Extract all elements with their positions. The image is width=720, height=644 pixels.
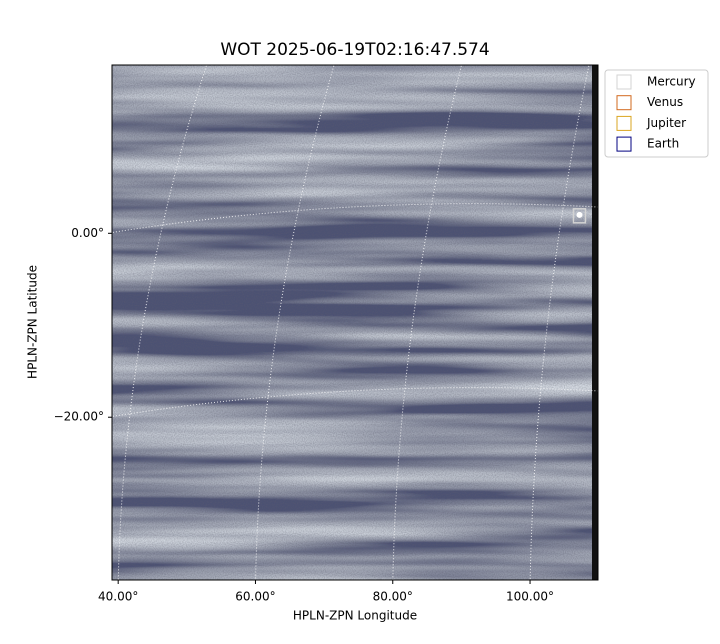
- x-tick-label: 60.00°: [235, 590, 275, 604]
- grid-line: [112, 203, 598, 234]
- grid: [112, 65, 598, 580]
- grid-line: [392, 65, 463, 580]
- legend: [604, 69, 709, 158]
- x-tick-label: 100.00°: [506, 590, 554, 604]
- y-tick-label: 0.00°: [71, 226, 104, 240]
- y-tick-label: −20.00°: [54, 410, 104, 424]
- legend-marker: [616, 136, 632, 152]
- grid-line: [529, 65, 590, 580]
- image: [112, 65, 598, 580]
- x-tick-label: 40.00°: [98, 590, 138, 604]
- legend-marker: [616, 74, 632, 90]
- chart-title: WOT 2025-06-19T02:16:47.574: [220, 40, 489, 60]
- grid-line: [117, 65, 208, 580]
- grid-line: [112, 387, 598, 417]
- legend-label: Mercury: [647, 75, 696, 89]
- legend-marker: [616, 95, 632, 111]
- y-axis-label: HPLN-ZPN Latitude: [26, 265, 40, 379]
- legend-label: Earth: [647, 137, 679, 151]
- x-tick-label: 80.00°: [373, 590, 413, 604]
- axes-frame: [111, 64, 599, 581]
- legend-marker: [616, 115, 632, 131]
- planet-marker: [572, 208, 587, 224]
- x-axis-label: HPLN-ZPN Longitude: [293, 609, 417, 623]
- planet: [576, 211, 583, 218]
- image-edge: [592, 65, 598, 580]
- legend-label: Jupiter: [646, 116, 686, 130]
- legend-label: Venus: [647, 95, 683, 109]
- grid-line: [255, 65, 335, 580]
